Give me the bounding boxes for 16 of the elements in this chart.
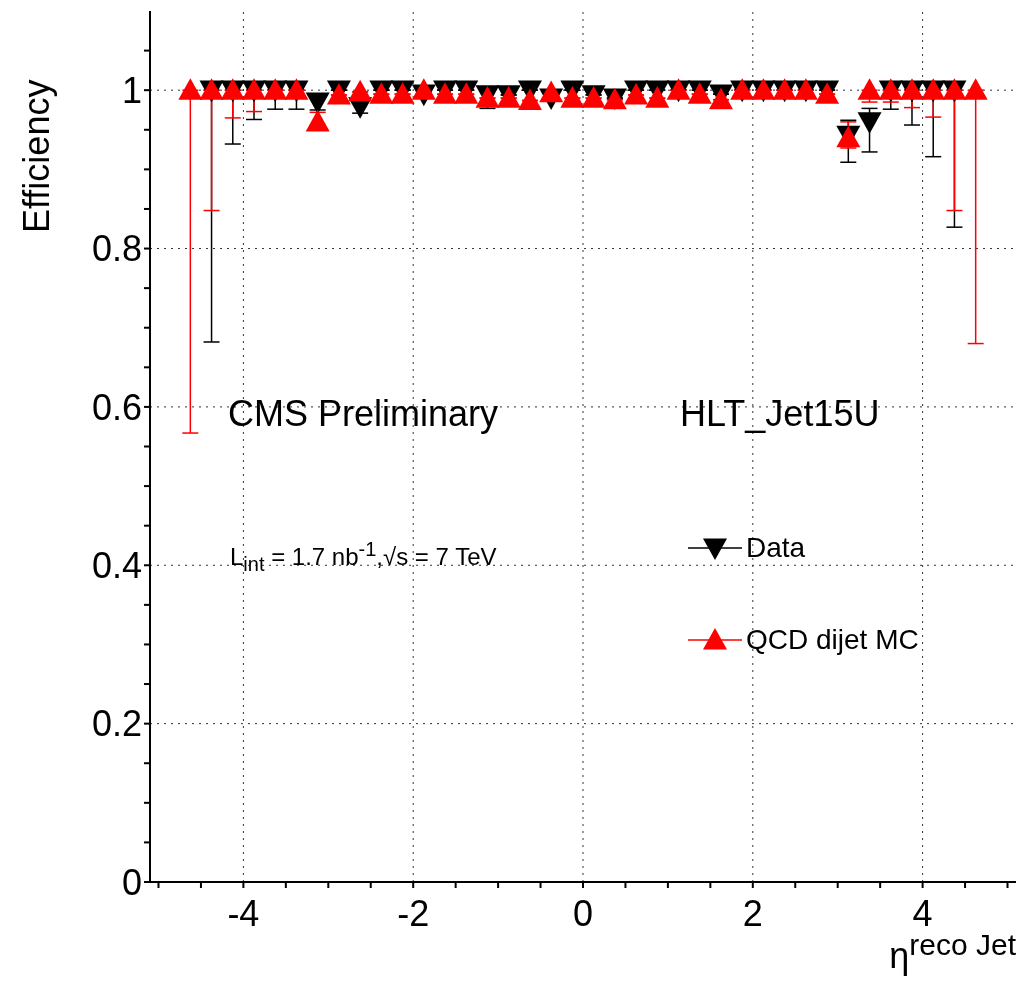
- annotation: HLT_Jet15U: [680, 393, 880, 434]
- y-tick-label: 0.8: [91, 228, 142, 270]
- annotation: CMS Preliminary: [228, 393, 499, 434]
- y-tick-label: 0.2: [91, 703, 142, 745]
- annotation: L$_{int}$ = 1.7 nb$^{-1}$,√s = 7 TeV: [230, 538, 497, 575]
- y-tick-label: 0: [121, 861, 142, 903]
- y-tick-label: 0.6: [91, 386, 142, 428]
- y-axis-title: Efficiency: [16, 79, 57, 233]
- y-tick-label: 1: [121, 69, 142, 111]
- legend-label: Data: [746, 532, 806, 564]
- legend-label: QCD dijet MC: [746, 624, 919, 656]
- y-tick-label: 0.4: [91, 545, 142, 587]
- x-tick-label: -4: [227, 892, 260, 934]
- x-tick-label: -2: [397, 892, 430, 934]
- x-tick-label: 0: [572, 892, 594, 934]
- x-tick-label: 2: [742, 892, 763, 934]
